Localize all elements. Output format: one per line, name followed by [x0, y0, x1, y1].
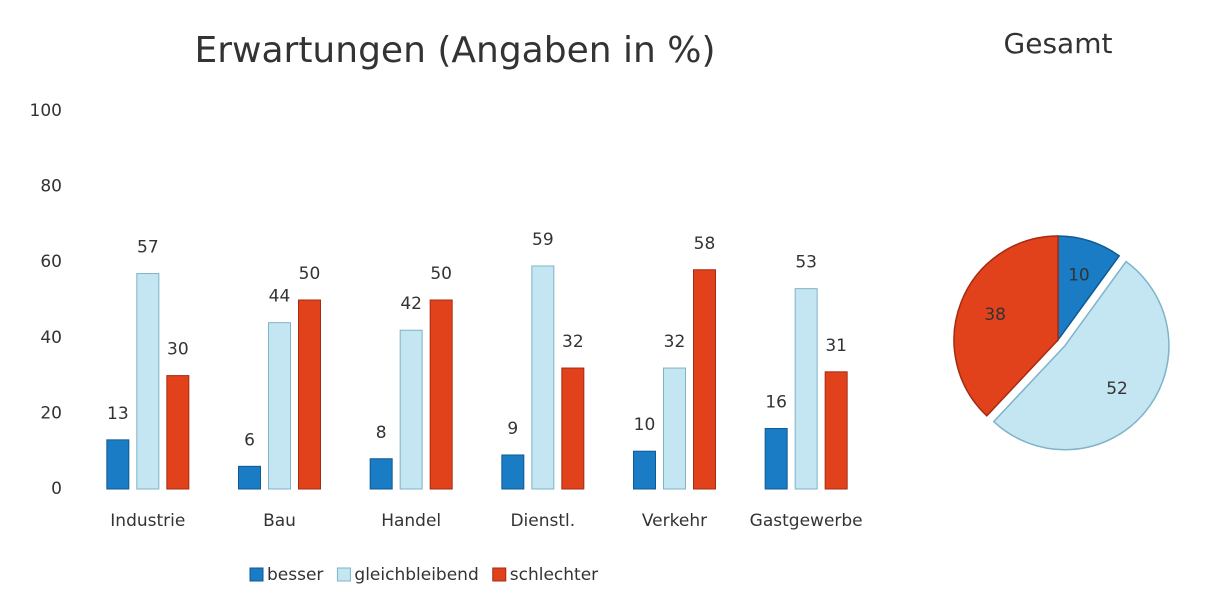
- legend-label: besser: [267, 565, 323, 585]
- bar: [238, 465, 261, 490]
- bar: [663, 367, 686, 490]
- legend-swatch: [336, 567, 351, 582]
- data-label: 13: [107, 404, 129, 424]
- data-label: 16: [765, 393, 787, 413]
- x-tick-label: Dienstl.: [510, 511, 575, 531]
- data-label: 59: [532, 230, 554, 250]
- bar: [298, 299, 321, 490]
- x-tick-label: Gastgewerbe: [750, 511, 863, 531]
- bar: [824, 371, 848, 490]
- bar: [501, 454, 525, 490]
- legend-label: schlechter: [510, 565, 598, 585]
- pie-slice: [992, 260, 1170, 451]
- chart-title: Erwartungen (Angaben in %): [194, 30, 715, 71]
- legend-swatch: [492, 567, 507, 582]
- y-tick-label: 40: [40, 328, 62, 348]
- data-label: 32: [562, 332, 584, 352]
- y-tick-label: 60: [40, 252, 62, 272]
- pie-label: 10: [1068, 266, 1090, 286]
- bar: [764, 428, 788, 490]
- pie-slice: [953, 235, 1059, 417]
- data-label: 50: [299, 264, 321, 284]
- data-label: 53: [795, 253, 817, 273]
- data-label: 31: [825, 336, 847, 356]
- bar: [633, 450, 656, 490]
- bar: [794, 288, 818, 490]
- legend-label: gleichbleibend: [354, 565, 478, 585]
- bar: [369, 458, 393, 490]
- x-tick-label: Handel: [381, 511, 441, 531]
- y-tick-label: 80: [40, 177, 62, 197]
- data-label: 58: [694, 234, 716, 254]
- pie-title: Gesamt: [1004, 27, 1113, 60]
- data-label: 42: [400, 294, 422, 314]
- bar: [166, 375, 190, 490]
- pie-label: 52: [1106, 379, 1128, 399]
- data-label: 9: [507, 419, 518, 439]
- bar: [268, 322, 291, 490]
- bar: [106, 439, 130, 490]
- y-tick-label: 0: [51, 479, 62, 499]
- y-tick-label: 20: [40, 403, 62, 423]
- data-label: 10: [634, 415, 656, 435]
- data-label: 6: [244, 430, 255, 450]
- x-tick-label: Bau: [263, 511, 296, 531]
- data-label: 50: [430, 264, 452, 284]
- data-label: 8: [376, 423, 387, 443]
- x-tick-label: Verkehr: [642, 511, 707, 531]
- x-tick-label: Industrie: [110, 511, 185, 531]
- y-tick-label: 100: [30, 101, 62, 121]
- data-label: 32: [664, 332, 686, 352]
- bar: [561, 367, 585, 490]
- legend-swatch: [249, 567, 264, 582]
- bar: [429, 299, 453, 490]
- pie-label: 38: [984, 305, 1006, 325]
- data-label: 30: [167, 340, 189, 360]
- bar: [531, 265, 555, 490]
- bar: [136, 273, 160, 490]
- bar: [693, 269, 716, 490]
- data-label: 57: [137, 238, 159, 258]
- data-label: 44: [269, 287, 291, 307]
- bar: [399, 329, 423, 490]
